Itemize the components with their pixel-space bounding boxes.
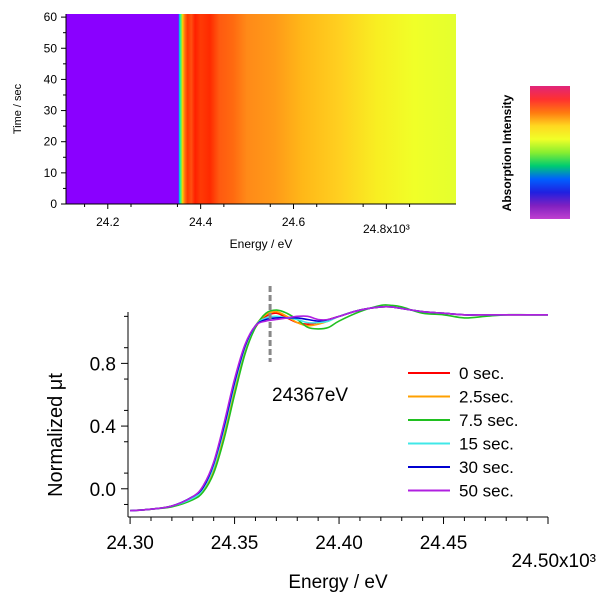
line-chart-series xyxy=(130,304,548,512)
colorbar-label: Absorption Intensity xyxy=(500,94,514,211)
legend-label: 7.5 sec. xyxy=(459,411,519,430)
line-y-tick-label: 0.0 xyxy=(90,480,116,501)
heatmap-x-tick-label: 24.6 xyxy=(282,215,306,229)
legend-label: 0 sec. xyxy=(459,364,504,383)
series-line-3 xyxy=(130,305,548,512)
line-y-tick-label: 0.4 xyxy=(90,417,117,438)
heatmap-y-tick-label: 30 xyxy=(44,104,58,118)
heatmap-y-axis: 0 10 20 30 40 50 60 xyxy=(44,10,67,211)
heatmap-image xyxy=(66,14,456,204)
legend-label: 15 sec. xyxy=(459,435,514,454)
heatmap-y-tick-label: 50 xyxy=(44,41,58,55)
heatmap-xlabel: Energy / eV xyxy=(230,237,293,251)
series-line-5 xyxy=(130,305,548,512)
heatmap-panel: 24.2 24.4 24.6 24.8x10³ 0 10 20 30 40 50 60 Energ… xyxy=(12,10,456,251)
colorbar-image xyxy=(530,86,570,219)
line-chart-axes: 24.30 24.35 24.40 24.45 24.50x10³ 0.0 0.4 0.8 xyxy=(90,312,596,572)
legend-label: 2.5sec. xyxy=(459,388,514,407)
line-x-tick-label: 24.35 xyxy=(211,533,259,554)
series-line-1 xyxy=(130,305,548,512)
line-x-tick-label: 24.30 xyxy=(106,533,154,554)
line-chart-ylabel: Normalized μt xyxy=(45,373,67,497)
line-x-tick-label: 24.40 xyxy=(315,533,363,554)
series-line-4 xyxy=(130,305,548,512)
heatmap-x-tick-label: 24.8x10³ xyxy=(363,222,410,236)
heatmap-y-tick-label: 0 xyxy=(50,197,57,211)
line-chart-legend: 0 sec. 2.5sec. 7.5 sec. 15 sec. 30 sec. 50 se… xyxy=(408,364,519,501)
heatmap-x-tick-label: 24.4 xyxy=(189,215,213,229)
heatmap-x-tick-label: 24.2 xyxy=(96,215,120,229)
line-chart-panel: 24.30 24.35 24.40 24.45 24.50x10³ 0.0 0.4 0.8 2… xyxy=(45,286,596,593)
heatmap-x-axis: 24.2 24.4 24.6 24.8x10³ xyxy=(66,203,456,236)
legend-label: 50 sec. xyxy=(459,482,514,501)
line-y-tick-label: 0.8 xyxy=(90,354,116,375)
line-chart-xlabel: Energy / eV xyxy=(288,572,388,593)
line-x-tick-label: 24.50x10³ xyxy=(511,551,596,572)
heatmap-y-tick-label: 60 xyxy=(44,10,58,24)
heatmap-ylabel: Time / sec xyxy=(12,83,24,134)
series-line-0 xyxy=(130,305,548,512)
series-line-2 xyxy=(130,304,548,512)
heatmap-y-tick-label: 40 xyxy=(44,72,58,86)
heatmap-y-tick-label: 20 xyxy=(44,135,58,149)
legend-label: 30 sec. xyxy=(459,458,514,477)
colorbar: Absorption Intensity xyxy=(500,86,570,219)
edge-annotation: 24367eV xyxy=(272,385,348,406)
line-x-tick-label: 24.45 xyxy=(420,533,468,554)
heatmap-y-tick-label: 10 xyxy=(44,166,58,180)
